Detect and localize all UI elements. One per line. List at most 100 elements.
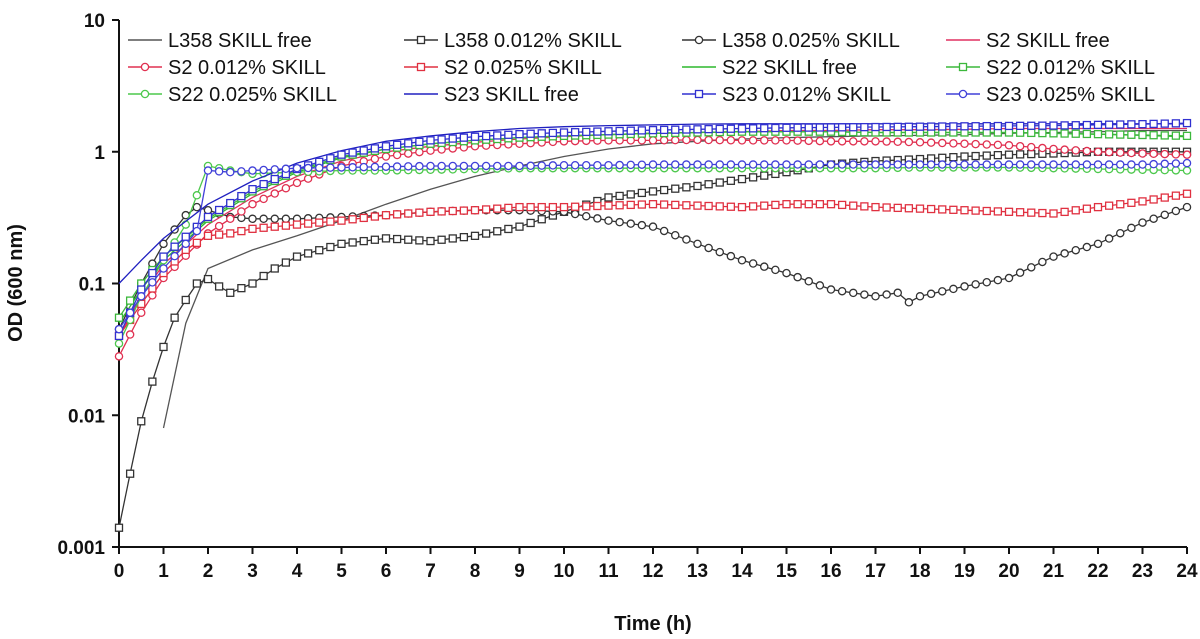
data-point [904,122,914,131]
legend: L358 SKILL free L358 0.012% SKILL L358 0.0… [128,30,1155,106]
data-point [971,122,980,131]
data-point [1160,131,1169,140]
x-tick-label: 22 [1087,561,1108,582]
data-point [837,123,847,132]
data-point [815,136,825,146]
data-point [203,212,213,222]
data-point [748,124,758,133]
legend-marker [416,35,426,45]
data-point [426,146,435,155]
data-point [159,342,168,352]
data-point [259,223,268,232]
data-point [125,296,135,305]
data-point [626,160,636,170]
data-point [1027,263,1036,272]
data-point [248,224,257,233]
data-point [737,160,747,169]
x-tick-label: 16 [820,561,841,582]
data-point [570,209,580,219]
data-point [159,252,168,261]
data-point [826,200,836,209]
data-point [715,247,725,257]
data-point [748,202,758,211]
data-point [1093,147,1103,156]
data-point [938,153,947,162]
data-point [949,153,958,162]
data-point [671,184,680,193]
data-point [504,161,513,171]
legend-marker [140,62,150,72]
series-11 [114,158,1192,334]
data-point [515,202,524,212]
data-point [648,136,658,145]
data-point [715,202,724,211]
data-point [481,229,491,238]
data-point [1082,129,1092,139]
data-point [1171,150,1181,159]
data-point [693,135,702,145]
data-point [804,160,814,169]
legend-label: S22 SKILL free [722,57,857,79]
data-point [949,160,958,169]
data-point [1060,249,1069,258]
data-point [125,330,135,339]
data-point [1038,143,1047,153]
data-point [203,166,213,175]
data-point [1171,159,1181,168]
data-point [860,290,869,299]
data-point [860,202,869,211]
data-point [437,207,446,216]
data-point [726,136,736,145]
data-point [1004,207,1014,216]
data-point [1027,149,1036,159]
data-point [1038,208,1047,218]
data-point [303,174,313,183]
data-point [582,202,591,211]
data-point [192,279,202,288]
data-point [1127,148,1136,158]
data-point [203,231,213,240]
data-point [326,217,335,226]
data-point [381,142,391,151]
data-point [971,206,980,215]
data-point [982,277,992,287]
data-point [237,167,246,176]
data-point [993,121,1003,131]
data-point [1160,159,1170,169]
data-point [326,154,335,163]
data-point [982,160,992,169]
series-3 [118,127,1187,337]
x-tick-label: 13 [687,561,708,582]
data-point [1071,146,1081,155]
data-point [793,160,802,169]
data-point [626,219,636,228]
data-point [415,137,424,147]
data-point [926,289,936,299]
data-point [882,160,891,169]
series-5 [114,189,1192,341]
data-point [148,268,157,278]
x-axis-title: Time (h) [614,613,691,635]
legend-label: S23 0.012% SKILL [722,84,891,106]
data-point [1038,257,1047,267]
data-point [671,160,680,169]
data-point [871,202,880,212]
data-point [226,198,235,208]
data-point [1127,160,1136,169]
data-point [315,246,324,255]
legend-entry: S23 0.012% SKILL [682,84,891,106]
data-point [1127,130,1136,139]
data-point [1104,160,1114,169]
data-point [114,313,124,322]
data-point [504,130,513,139]
series-line [118,193,1188,337]
data-point [893,288,903,298]
data-point [993,207,1003,216]
y-tick-label: 10 [84,11,105,32]
data-point [960,152,969,161]
data-point [226,288,235,297]
data-point [259,271,268,281]
data-point [537,202,546,212]
data-point [982,151,991,160]
data-point [1160,193,1169,202]
